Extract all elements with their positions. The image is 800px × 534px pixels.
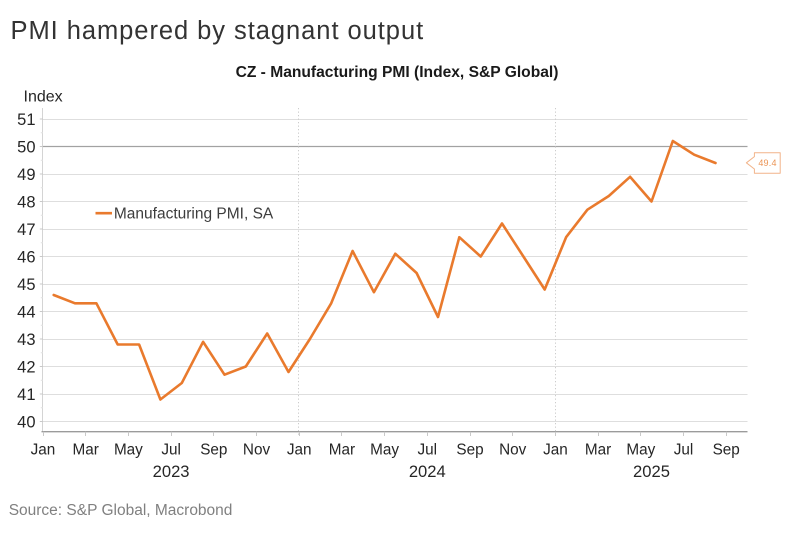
svg-text:48: 48 [17,193,35,211]
svg-text:41: 41 [17,386,35,404]
svg-text:Index: Index [24,89,63,106]
svg-text:Sep: Sep [713,442,740,459]
svg-text:2023: 2023 [153,462,190,481]
svg-text:Jan: Jan [287,442,312,459]
svg-text:May: May [370,442,399,459]
svg-text:Jan: Jan [543,442,568,459]
svg-text:Mar: Mar [585,442,611,459]
svg-text:May: May [626,442,655,459]
svg-text:2024: 2024 [409,462,446,481]
svg-text:51: 51 [17,111,35,129]
svg-text:2025: 2025 [633,462,670,481]
svg-text:43: 43 [17,331,35,349]
svg-text:45: 45 [17,276,35,294]
svg-text:46: 46 [17,248,35,266]
svg-text:Source: S&P Global, Macrobond: Source: S&P Global, Macrobond [9,502,233,519]
svg-text:42: 42 [17,358,35,376]
svg-text:Jul: Jul [418,442,438,459]
svg-text:49: 49 [17,166,35,184]
svg-text:May: May [114,442,143,459]
svg-text:Jul: Jul [674,442,694,459]
svg-text:Mar: Mar [73,442,99,459]
svg-text:Manufacturing PMI, SA: Manufacturing PMI, SA [114,205,274,222]
svg-text:Mar: Mar [329,442,355,459]
svg-text:Jan: Jan [31,442,56,459]
svg-text:44: 44 [17,303,35,321]
svg-text:47: 47 [17,221,35,239]
svg-text:Jul: Jul [161,442,181,459]
svg-text:49.4: 49.4 [758,158,776,168]
svg-text:Sep: Sep [456,442,483,459]
svg-text:50: 50 [17,138,35,156]
svg-text:CZ - Manufacturing PMI (Index,: CZ - Manufacturing PMI (Index, S&P Globa… [236,64,559,81]
svg-text:Sep: Sep [200,442,227,459]
svg-text:PMI hampered by stagnant outpu: PMI hampered by stagnant output [11,17,425,45]
svg-text:40: 40 [17,413,35,431]
svg-text:Nov: Nov [499,442,527,459]
svg-text:Nov: Nov [243,442,271,459]
